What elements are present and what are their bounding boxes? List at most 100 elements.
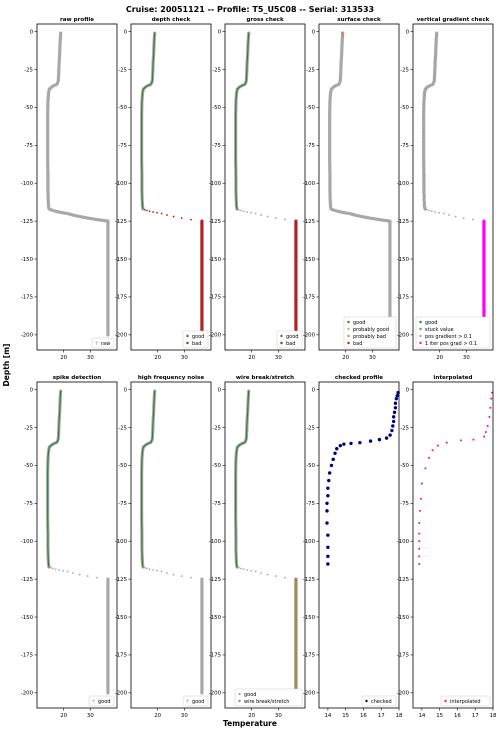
data-point — [341, 34, 344, 37]
data-point — [433, 62, 435, 64]
y-tick-label: -50 — [118, 105, 127, 111]
data-point — [422, 124, 424, 126]
y-tick-label: -25 — [118, 425, 127, 431]
panel-title: raw profile — [60, 17, 94, 23]
panel-title: spike detection — [53, 375, 102, 381]
data-point — [423, 100, 425, 102]
data-point — [329, 463, 334, 468]
data-point — [459, 439, 463, 442]
data-point — [146, 567, 148, 570]
data-point — [434, 50, 436, 52]
data-point — [483, 435, 486, 438]
data-point — [260, 572, 262, 574]
y-tick-label: 0 — [124, 29, 128, 35]
x-tick-label: 17 — [472, 713, 479, 719]
legend-label: good — [192, 334, 204, 340]
series-good — [235, 32, 250, 210]
data-point — [326, 486, 330, 490]
data-point — [62, 569, 65, 572]
data-point — [327, 478, 331, 483]
series-raw — [46, 31, 110, 337]
legend-marker — [347, 334, 350, 338]
legend: + raw — [91, 337, 115, 349]
y-tick-label: -200 — [303, 691, 316, 697]
x-tick-label: 15 — [436, 713, 443, 719]
x-tick-label: 30 — [369, 355, 376, 361]
y-tick-label: -200 — [209, 333, 222, 339]
x-tick-label: 30 — [463, 355, 470, 361]
y-tick-label: -175 — [397, 653, 409, 659]
legend-box — [182, 695, 209, 707]
legend-marker — [238, 699, 241, 703]
y-tick-label: -200 — [115, 691, 128, 697]
data-point — [341, 31, 343, 34]
data-point — [160, 212, 163, 215]
y-tick-label: -100 — [115, 539, 128, 545]
data-point — [434, 38, 436, 40]
y-tick-label: -150 — [115, 615, 128, 621]
data-point — [436, 35, 438, 37]
x-tick-label: 16 — [454, 713, 461, 719]
panel-p7: wire break/stretch 0 -25 -50 -75 -100 -125 -150… — [209, 375, 306, 719]
y-tick-label: -175 — [115, 295, 127, 301]
data-point — [423, 188, 425, 190]
y-tick-label: -200 — [21, 333, 34, 339]
data-point — [424, 208, 426, 210]
y-tick-label: -125 — [21, 219, 33, 225]
data-layer — [46, 389, 110, 695]
legend-label: bad — [192, 341, 201, 347]
data-point — [422, 158, 424, 160]
data-point — [490, 397, 493, 400]
data-point — [423, 175, 425, 177]
y-tick-label: -50 — [212, 105, 221, 111]
legend-label: interpolated — [450, 699, 481, 705]
data-point — [422, 104, 424, 106]
legend-marker — [347, 341, 350, 345]
y-tick-label: -125 — [209, 577, 221, 583]
panel-title: surface check — [337, 17, 381, 23]
data-point — [442, 212, 445, 215]
x-tick-label: 20 — [60, 355, 67, 361]
data-point — [422, 111, 424, 113]
legend: + good — [88, 695, 115, 707]
plot-frame — [130, 23, 212, 351]
data-point — [448, 214, 450, 216]
data-point — [472, 438, 475, 441]
plot-frame — [412, 381, 494, 709]
data-point — [333, 451, 337, 455]
legend-marker — [419, 320, 422, 324]
series-good — [141, 390, 156, 568]
y-tick-label: -100 — [209, 539, 222, 545]
data-point — [423, 161, 425, 163]
series-probably-bad — [341, 31, 344, 37]
panel-p1: depth check 0 -25 -50 -75 -100 -125 -150 -175 -20… — [115, 17, 212, 361]
data-point — [424, 467, 427, 470]
legend-box — [91, 337, 115, 349]
y-tick-label: -75 — [212, 143, 221, 149]
data-point — [434, 56, 436, 58]
data-point — [418, 540, 421, 543]
data-point — [325, 509, 329, 513]
data-point — [152, 211, 155, 213]
x-tick-label: 20 — [154, 713, 161, 719]
series-raw — [237, 566, 286, 579]
panel-p9: interpolated 0 -25 -50 -75 -100 -125 -150 -175 -2… — [397, 375, 497, 719]
legend-marker — [347, 327, 350, 331]
data-layer — [418, 391, 494, 566]
y-tick-label: -25 — [24, 425, 33, 431]
y-tick-label: -75 — [306, 143, 315, 149]
x-axis-label: Temperature — [223, 719, 277, 728]
plot-area — [131, 382, 211, 708]
y-tick-label: -75 — [118, 501, 127, 507]
series-raw — [425, 208, 474, 221]
x-tick-label: 18 — [396, 713, 403, 719]
x-tick-label: 20 — [342, 355, 349, 361]
data-point — [422, 192, 424, 194]
data-point — [166, 572, 168, 574]
data-point — [326, 533, 330, 537]
legend-label: good — [192, 699, 204, 705]
y-tick-label: -150 — [303, 615, 316, 621]
data-point — [148, 568, 151, 571]
data-point — [445, 441, 448, 444]
y-tick-label: -175 — [209, 295, 221, 301]
